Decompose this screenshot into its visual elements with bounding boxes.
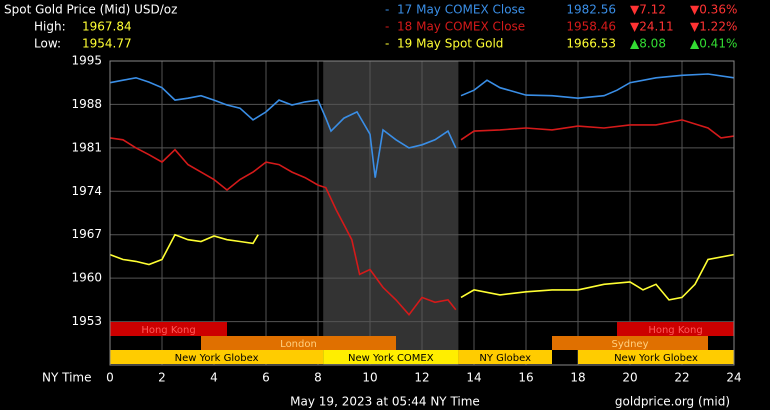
y-tick-label: 1974 (71, 184, 102, 198)
legend-change-pct: ▼0.36% (690, 3, 737, 17)
low-label: Low: (34, 37, 61, 51)
legend-change: ▼7.12 (630, 3, 666, 17)
comex-shade (323, 61, 459, 365)
price-line (109, 73, 735, 178)
legend-dash: - (385, 3, 389, 17)
low-value: 1954.77 (82, 37, 132, 51)
high-label: High: (34, 20, 66, 34)
plot-frame (109, 60, 735, 366)
x-tick-label: 20 (622, 371, 637, 385)
session-bar (201, 336, 396, 350)
price-line (109, 233, 735, 301)
session-bar (617, 322, 734, 336)
x-tick-label: 24 (726, 371, 741, 385)
session-label: New York Globex (614, 353, 698, 364)
session-bar (323, 350, 459, 364)
legend-change-pct: ▼1.22% (690, 20, 737, 34)
legend-name: 17 May COMEX Close (397, 3, 525, 17)
legend-change: ▼24.11 (630, 20, 674, 34)
session-label: London (280, 339, 317, 350)
x-tick-label: 0 (106, 371, 114, 385)
x-tick-label: 16 (518, 371, 533, 385)
legend-dash: - (385, 37, 389, 51)
y-tick-label: 1995 (71, 54, 102, 68)
y-tick-label: 1967 (71, 227, 102, 241)
session-label: Hong Kong (648, 325, 702, 336)
chart-title: Spot Gold Price (Mid) USD/oz (4, 3, 177, 17)
y-tick-label: 1960 (71, 271, 102, 285)
legend-change: ▲8.08 (630, 37, 666, 51)
legend-dash: - (385, 20, 389, 34)
x-tick-label: 18 (570, 371, 585, 385)
x-tick-label: 4 (210, 371, 218, 385)
session-label: NY Globex (479, 353, 531, 364)
x-tick-label: 10 (362, 371, 377, 385)
y-tick-label: 1981 (71, 140, 102, 154)
x-tick-label: 22 (674, 371, 689, 385)
x-tick-label: 8 (314, 371, 322, 385)
legend-price: 1958.46 (566, 20, 616, 34)
session-label: Hong Kong (141, 325, 195, 336)
x-tick-label: 2 (158, 371, 166, 385)
session-bar (552, 336, 708, 350)
high-value: 1967.84 (82, 20, 132, 34)
legend-name: 18 May COMEX Close (397, 20, 525, 34)
legend-price: 1966.53 (566, 37, 616, 51)
session-bar (110, 350, 324, 364)
session-label: Sydney (611, 339, 648, 350)
legend-price: 1982.56 (566, 3, 616, 17)
legend-name: 19 May Spot Gold (397, 37, 503, 51)
session-bar (458, 350, 552, 364)
session-label: New York COMEX (348, 353, 434, 364)
session-bar (578, 350, 734, 364)
price-line (109, 119, 735, 316)
session-bar (110, 322, 227, 336)
session-label: New York Globex (175, 353, 259, 364)
footer: May 19, 2023 at 05:44 NY Time (290, 395, 480, 409)
source: goldprice.org (mid) (615, 395, 730, 409)
y-tick-label: 1988 (71, 97, 102, 111)
x-tick-label: 12 (414, 371, 429, 385)
x-tick-label: 6 (262, 371, 270, 385)
x-tick-label: 14 (466, 371, 481, 385)
y-tick-label: 1953 (71, 314, 102, 328)
legend-change-pct: ▲0.41% (690, 37, 737, 51)
x-axis-label: NY Time (42, 371, 92, 385)
